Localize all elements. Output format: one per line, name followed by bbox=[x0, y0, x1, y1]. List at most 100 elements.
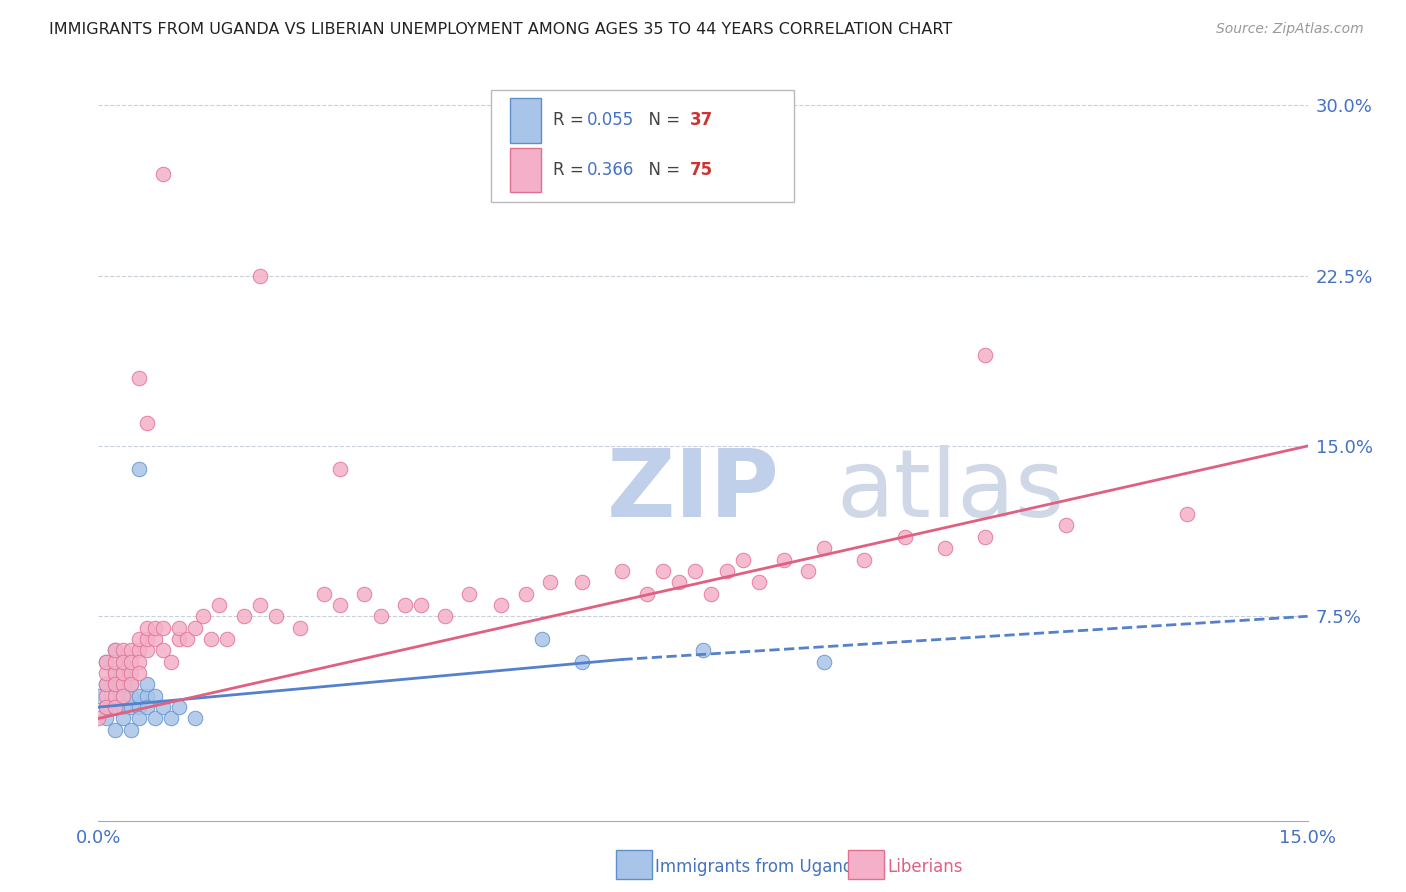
Point bbox=[96, 700, 118, 714]
Point bbox=[152, 643, 174, 657]
Text: Immigrants from Uganda: Immigrants from Uganda bbox=[655, 858, 863, 876]
Point bbox=[612, 564, 634, 578]
Point bbox=[152, 700, 174, 714]
Point bbox=[167, 632, 190, 646]
Point bbox=[103, 666, 125, 681]
Point bbox=[853, 552, 876, 566]
Point bbox=[103, 666, 125, 681]
Point bbox=[184, 711, 207, 725]
Text: 0.055: 0.055 bbox=[586, 112, 634, 129]
Point bbox=[692, 643, 714, 657]
Point bbox=[103, 643, 125, 657]
Point bbox=[329, 598, 352, 612]
Point bbox=[176, 632, 198, 646]
Point bbox=[135, 632, 157, 646]
Point bbox=[96, 689, 118, 703]
Point bbox=[111, 689, 134, 703]
Text: R =: R = bbox=[553, 161, 589, 178]
Point bbox=[103, 655, 125, 669]
Point bbox=[103, 689, 125, 703]
Point bbox=[87, 689, 110, 703]
Point bbox=[813, 655, 835, 669]
Point bbox=[128, 461, 150, 475]
Point bbox=[120, 677, 142, 691]
Point bbox=[264, 609, 287, 624]
Point bbox=[184, 621, 207, 635]
Point bbox=[103, 700, 125, 714]
Point bbox=[651, 564, 673, 578]
Point bbox=[636, 586, 658, 600]
Point bbox=[232, 609, 254, 624]
Point bbox=[111, 655, 134, 669]
Point bbox=[120, 677, 142, 691]
Point bbox=[135, 643, 157, 657]
Point bbox=[135, 621, 157, 635]
Point bbox=[167, 700, 190, 714]
Text: Source: ZipAtlas.com: Source: ZipAtlas.com bbox=[1216, 22, 1364, 37]
Point bbox=[152, 167, 174, 181]
Point bbox=[409, 598, 432, 612]
Point bbox=[103, 700, 125, 714]
Point bbox=[120, 643, 142, 657]
Point bbox=[111, 677, 134, 691]
Point bbox=[103, 689, 125, 703]
Point bbox=[120, 723, 142, 737]
Point bbox=[143, 632, 166, 646]
Point bbox=[716, 564, 738, 578]
Point bbox=[135, 417, 157, 431]
FancyBboxPatch shape bbox=[509, 148, 541, 192]
Point bbox=[772, 552, 794, 566]
Point bbox=[571, 655, 593, 669]
Point bbox=[143, 711, 166, 725]
Point bbox=[571, 575, 593, 590]
Point bbox=[458, 586, 481, 600]
Point bbox=[120, 689, 142, 703]
Point bbox=[103, 643, 125, 657]
Point bbox=[96, 655, 118, 669]
Point bbox=[353, 586, 375, 600]
Point bbox=[111, 666, 134, 681]
Text: 75: 75 bbox=[690, 161, 713, 178]
Point bbox=[111, 655, 134, 669]
Point bbox=[143, 621, 166, 635]
Text: Liberians: Liberians bbox=[887, 858, 963, 876]
Point bbox=[103, 677, 125, 691]
Point bbox=[128, 700, 150, 714]
Point bbox=[530, 632, 553, 646]
Point bbox=[96, 700, 118, 714]
Point bbox=[103, 677, 125, 691]
Point bbox=[167, 621, 190, 635]
Text: R =: R = bbox=[553, 112, 589, 129]
Text: N =: N = bbox=[638, 161, 685, 178]
Point bbox=[87, 711, 110, 725]
Point bbox=[515, 586, 537, 600]
Point bbox=[538, 575, 561, 590]
Point bbox=[217, 632, 239, 646]
Point bbox=[128, 655, 150, 669]
Point bbox=[128, 371, 150, 385]
Point bbox=[1054, 518, 1077, 533]
Point bbox=[135, 677, 157, 691]
Text: atlas: atlas bbox=[837, 445, 1064, 537]
Point bbox=[96, 655, 118, 669]
Point bbox=[208, 598, 231, 612]
Point bbox=[120, 655, 142, 669]
Point bbox=[160, 711, 183, 725]
Point bbox=[111, 666, 134, 681]
Point bbox=[103, 723, 125, 737]
Point bbox=[111, 643, 134, 657]
Point bbox=[748, 575, 770, 590]
Point bbox=[1175, 507, 1198, 521]
Text: N =: N = bbox=[638, 112, 685, 129]
Point bbox=[111, 689, 134, 703]
Point bbox=[797, 564, 820, 578]
Point bbox=[974, 348, 997, 362]
Point bbox=[96, 711, 118, 725]
Point bbox=[200, 632, 222, 646]
Point bbox=[394, 598, 416, 612]
Point bbox=[813, 541, 835, 556]
Point bbox=[288, 621, 311, 635]
Point bbox=[314, 586, 336, 600]
Point bbox=[193, 609, 215, 624]
Text: IMMIGRANTS FROM UGANDA VS LIBERIAN UNEMPLOYMENT AMONG AGES 35 TO 44 YEARS CORREL: IMMIGRANTS FROM UGANDA VS LIBERIAN UNEMP… bbox=[49, 22, 952, 37]
